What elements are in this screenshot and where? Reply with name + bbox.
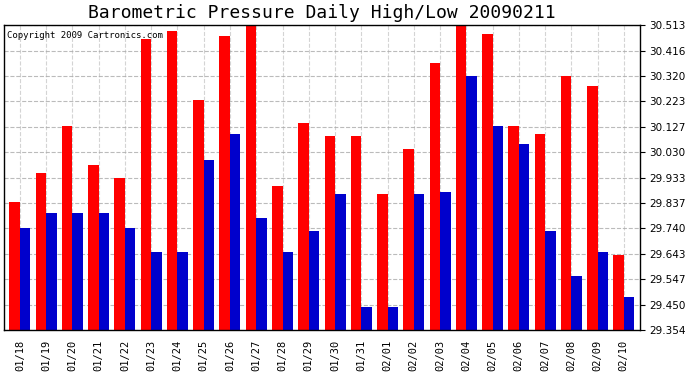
Bar	[193, 99, 204, 330]
Bar	[272, 186, 282, 330]
Bar	[204, 160, 214, 330]
Bar	[167, 31, 177, 330]
Bar	[151, 252, 161, 330]
Bar	[256, 218, 267, 330]
Bar	[519, 144, 529, 330]
Bar	[36, 173, 46, 330]
Bar	[324, 136, 335, 330]
Bar	[414, 194, 424, 330]
Bar	[493, 126, 503, 330]
Bar	[246, 23, 256, 330]
Bar	[440, 192, 451, 330]
Bar	[561, 76, 571, 330]
Bar	[362, 307, 372, 330]
Bar	[62, 126, 72, 330]
Bar	[308, 231, 319, 330]
Bar	[141, 39, 151, 330]
Bar	[230, 134, 241, 330]
Bar	[482, 34, 493, 330]
Bar	[20, 228, 30, 330]
Bar	[571, 276, 582, 330]
Bar	[613, 255, 624, 330]
Bar	[388, 307, 398, 330]
Bar	[177, 252, 188, 330]
Bar	[46, 213, 57, 330]
Bar	[377, 194, 388, 330]
Bar	[88, 165, 99, 330]
Bar	[99, 213, 109, 330]
Bar	[430, 63, 440, 330]
Bar	[587, 86, 598, 330]
Text: Copyright 2009 Cartronics.com: Copyright 2009 Cartronics.com	[8, 31, 164, 40]
Bar	[335, 194, 346, 330]
Bar	[535, 134, 545, 330]
Bar	[509, 126, 519, 330]
Bar	[72, 213, 83, 330]
Bar	[351, 136, 362, 330]
Bar	[10, 202, 20, 330]
Bar	[115, 178, 125, 330]
Bar	[545, 231, 555, 330]
Bar	[219, 36, 230, 330]
Bar	[466, 76, 477, 330]
Bar	[125, 228, 135, 330]
Title: Barometric Pressure Daily High/Low 20090211: Barometric Pressure Daily High/Low 20090…	[88, 4, 555, 22]
Bar	[456, 26, 466, 330]
Bar	[598, 252, 608, 330]
Bar	[403, 150, 414, 330]
Bar	[298, 123, 308, 330]
Bar	[282, 252, 293, 330]
Bar	[624, 297, 634, 330]
